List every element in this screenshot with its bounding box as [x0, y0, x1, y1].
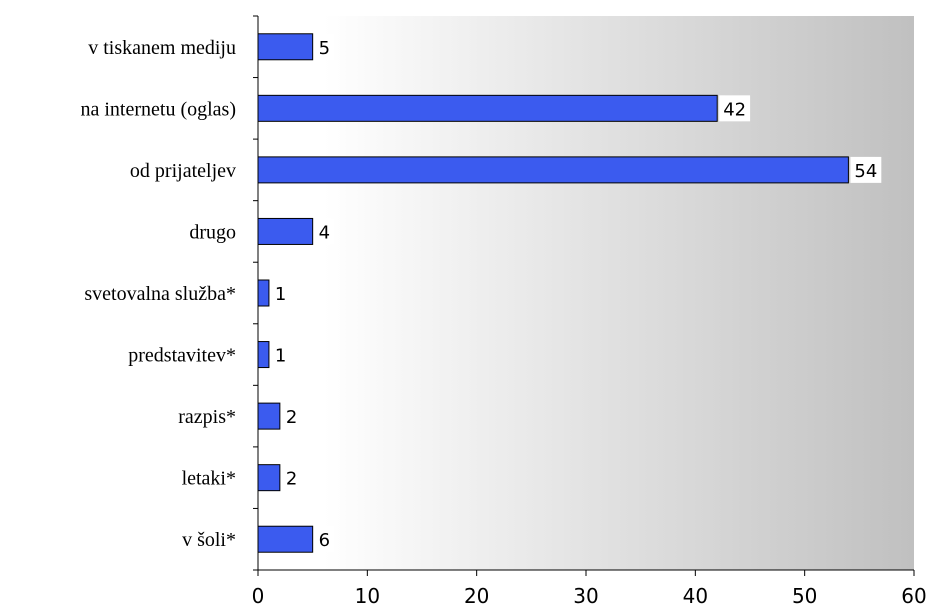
bar: [257, 464, 281, 492]
bar: [257, 341, 270, 369]
x-tick-label: 50: [792, 584, 817, 608]
data-label: 42: [723, 99, 746, 120]
bar: [257, 156, 849, 184]
data-label-background: [314, 33, 335, 60]
category-label: na internetu (oglas): [81, 98, 237, 120]
bar: [257, 525, 314, 553]
x-tick-label: 20: [464, 584, 489, 608]
bar: [257, 217, 314, 245]
x-tick-label: 60: [901, 584, 926, 608]
data-label: 54: [854, 161, 877, 182]
category-label: svetovalna služba*: [84, 283, 236, 305]
data-label-background: [850, 156, 882, 183]
category-label: od prijateljev: [130, 160, 236, 182]
data-label-background: [281, 403, 302, 430]
category-label: predstavitev*: [128, 345, 236, 367]
bar: [257, 33, 314, 61]
data-label-background: [281, 464, 302, 491]
data-label: 6: [319, 530, 330, 551]
category-label: razpis*: [178, 406, 236, 428]
bar: [257, 94, 718, 122]
x-tick-label: 30: [573, 584, 598, 608]
data-label-background: [270, 341, 291, 368]
data-label-background: [314, 218, 335, 245]
data-label-background: [270, 280, 291, 306]
category-label: v šoli*: [182, 529, 236, 551]
category-label: drugo: [189, 221, 236, 243]
data-label: 2: [286, 469, 297, 490]
data-label-background: [719, 95, 751, 122]
x-tick-label: 40: [683, 584, 708, 608]
bar: [257, 279, 270, 307]
data-label: 1: [275, 346, 286, 367]
data-label: 1: [275, 284, 286, 305]
x-tick-label: 0: [252, 584, 265, 608]
bar: [257, 402, 281, 430]
data-label: 5: [319, 38, 330, 59]
category-label: v tiskanem mediju: [88, 37, 236, 59]
data-label: 2: [286, 407, 297, 428]
data-label-background: [314, 526, 335, 553]
category-label: letaki*: [182, 468, 236, 490]
x-tick-label: 10: [355, 584, 380, 608]
data-label: 4: [319, 222, 330, 243]
